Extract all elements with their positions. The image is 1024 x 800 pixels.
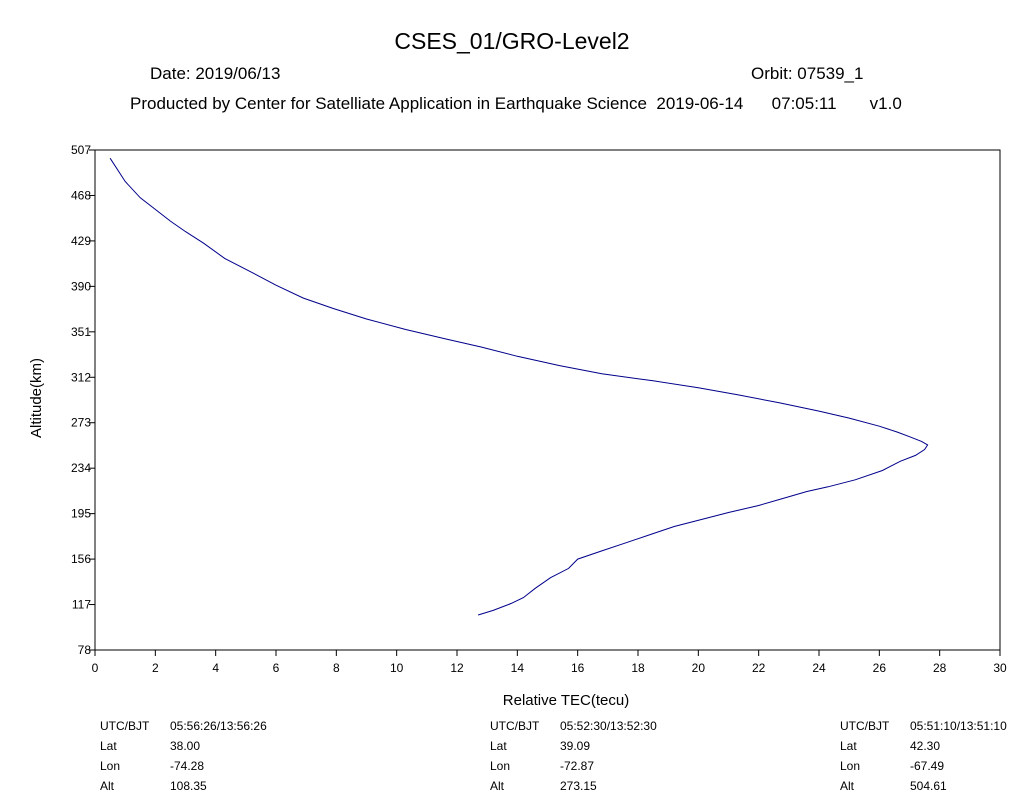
x-tick-label: 10 <box>390 661 404 675</box>
info-value: -72.87 <box>560 759 595 773</box>
info-value: 108.35 <box>170 779 207 793</box>
info-key: Lon <box>490 759 511 773</box>
info-value: 42.30 <box>910 739 941 753</box>
series-line <box>109 157 929 616</box>
info-value: 273.15 <box>560 779 597 793</box>
date-label: Date: 2019/06/13 <box>150 64 281 83</box>
y-tick-label: 273 <box>71 416 91 430</box>
info-key: Lat <box>490 739 507 753</box>
info-value: 05:56:26/13:56:26 <box>170 719 267 733</box>
info-value: 39.09 <box>560 739 591 753</box>
plot-frame <box>94 149 1001 651</box>
y-tick-label: 78 <box>78 643 92 657</box>
tec-profile-chart: 0 2 4 6 8 10 12 14 16 18 20 22 24 26 28 30 781171561952… <box>28 143 1007 709</box>
info-key: Alt <box>490 779 505 793</box>
orbit-label: Orbit: 07539_1 <box>751 64 864 83</box>
x-tick-label: 6 <box>273 661 280 675</box>
info-value: -74.28 <box>170 759 205 773</box>
info-value: -67.49 <box>910 759 945 773</box>
y-tick-label: 390 <box>71 279 91 293</box>
info-key: UTC/BJT <box>840 719 890 733</box>
info-value: 504.61 <box>910 779 947 793</box>
y-tick-label: 507 <box>71 143 91 157</box>
info-key: UTC/BJT <box>100 719 150 733</box>
x-tick-label: 12 <box>450 661 464 675</box>
info-key: Lat <box>100 739 117 753</box>
info-key: Lon <box>100 759 121 773</box>
info-key: Alt <box>840 779 855 793</box>
x-tick-label: 16 <box>571 661 585 675</box>
y-tick-label: 234 <box>71 461 91 475</box>
x-tick-label: 8 <box>333 661 340 675</box>
y-axis-label: Altitude(km) <box>28 358 45 438</box>
y-tick-label: 468 <box>71 188 91 202</box>
y-tick-label: 312 <box>71 370 91 384</box>
x-tick-label: 18 <box>631 661 645 675</box>
y-tick-label: 156 <box>71 552 91 566</box>
x-tick-label: 26 <box>873 661 887 675</box>
x-tick-label: 22 <box>752 661 766 675</box>
x-tick-label: 24 <box>812 661 826 675</box>
producer-label: Producted by Center for Satelliate Appli… <box>130 94 902 113</box>
x-axis-ticks: 0 2 4 6 8 10 12 14 16 18 20 22 24 26 28 30 <box>92 650 1007 675</box>
x-tick-label: 30 <box>993 661 1007 675</box>
info-key: UTC/BJT <box>490 719 540 733</box>
y-axis-ticks: 78 117 156 195 234 273 312 351 390 429 468 507 <box>71 143 95 657</box>
info-key: Alt <box>100 779 115 793</box>
x-tick-label: 28 <box>933 661 947 675</box>
info-value: 05:51:10/13:51:10 <box>910 719 1007 733</box>
info-value: 38.00 <box>170 739 201 753</box>
y-tick-label: 351 <box>71 325 91 339</box>
x-tick-label: 0 <box>92 661 99 675</box>
x-tick-label: 2 <box>152 661 159 675</box>
y-tick-label: 195 <box>71 507 91 521</box>
info-key: Lon <box>840 759 861 773</box>
x-tick-label: 4 <box>212 661 219 675</box>
x-tick-label: 14 <box>511 661 525 675</box>
info-value: 05:52:30/13:52:30 <box>560 719 657 733</box>
x-tick-label: 20 <box>692 661 706 675</box>
chart-title: CSES_01/GRO-Level2 <box>394 28 630 54</box>
info-key: Lat <box>840 739 857 753</box>
y-tick-label: 117 <box>72 598 91 612</box>
y-tick-label: 429 <box>71 234 91 248</box>
x-axis-label: Relative TEC(tecu) <box>503 692 629 709</box>
